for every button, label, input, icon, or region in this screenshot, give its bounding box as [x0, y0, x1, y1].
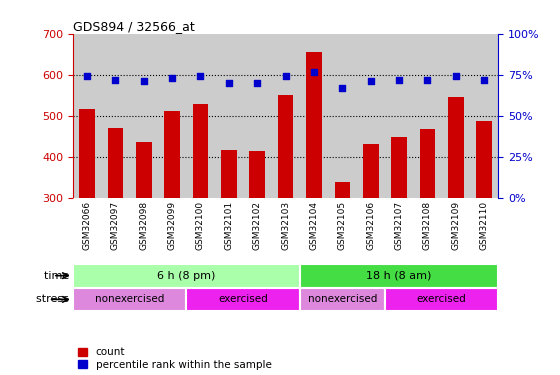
Point	[82, 74, 91, 80]
Text: GSM32109: GSM32109	[451, 201, 460, 250]
Bar	[448, 97, 464, 198]
Bar	[385, 288, 498, 311]
Bar	[221, 150, 237, 198]
Text: GSM32103: GSM32103	[281, 201, 290, 250]
Point	[196, 74, 205, 80]
Bar	[193, 104, 208, 198]
Bar	[164, 111, 180, 198]
Point	[451, 74, 460, 80]
Point	[281, 74, 290, 80]
Text: GSM32099: GSM32099	[167, 201, 176, 250]
Text: GSM32101: GSM32101	[225, 201, 234, 250]
Text: 6 h (8 pm): 6 h (8 pm)	[157, 271, 216, 280]
Text: GSM32098: GSM32098	[139, 201, 148, 250]
Point	[338, 85, 347, 91]
Text: GSM32108: GSM32108	[423, 201, 432, 250]
Text: stress: stress	[36, 294, 73, 304]
Bar	[73, 288, 186, 311]
Text: GSM32097: GSM32097	[111, 201, 120, 250]
Text: GSM32104: GSM32104	[310, 201, 319, 250]
Text: GSM32110: GSM32110	[480, 201, 489, 250]
Point	[253, 80, 262, 86]
Bar	[300, 264, 498, 288]
Bar	[300, 288, 385, 311]
Text: nonexercised: nonexercised	[95, 294, 164, 304]
Point	[366, 78, 375, 84]
Point	[423, 77, 432, 83]
Legend: count, percentile rank within the sample: count, percentile rank within the sample	[78, 347, 272, 370]
Text: GSM32102: GSM32102	[253, 201, 262, 250]
Bar	[334, 183, 350, 198]
Bar	[136, 142, 152, 198]
Text: nonexercised: nonexercised	[307, 294, 377, 304]
Bar	[363, 144, 379, 198]
Bar	[79, 108, 95, 198]
Point	[225, 80, 234, 86]
Bar	[477, 121, 492, 198]
Bar	[419, 129, 435, 198]
Point	[395, 77, 404, 83]
Text: GSM32100: GSM32100	[196, 201, 205, 250]
Text: GSM32066: GSM32066	[82, 201, 91, 250]
Point	[139, 78, 148, 84]
Bar	[73, 264, 300, 288]
Text: GDS894 / 32566_at: GDS894 / 32566_at	[73, 20, 194, 33]
Text: exercised: exercised	[417, 294, 466, 304]
Bar	[306, 52, 322, 198]
Bar	[249, 151, 265, 198]
Text: 18 h (8 am): 18 h (8 am)	[366, 271, 432, 280]
Text: GSM32107: GSM32107	[395, 201, 404, 250]
Bar	[278, 95, 293, 198]
Text: exercised: exercised	[218, 294, 268, 304]
Bar	[186, 288, 300, 311]
Bar	[108, 128, 123, 198]
Text: GSM32106: GSM32106	[366, 201, 375, 250]
Text: time: time	[44, 271, 73, 280]
Text: GSM32105: GSM32105	[338, 201, 347, 250]
Bar	[391, 137, 407, 198]
Point	[310, 69, 319, 75]
Point	[167, 75, 176, 81]
Point	[480, 77, 489, 83]
Point	[111, 77, 120, 83]
